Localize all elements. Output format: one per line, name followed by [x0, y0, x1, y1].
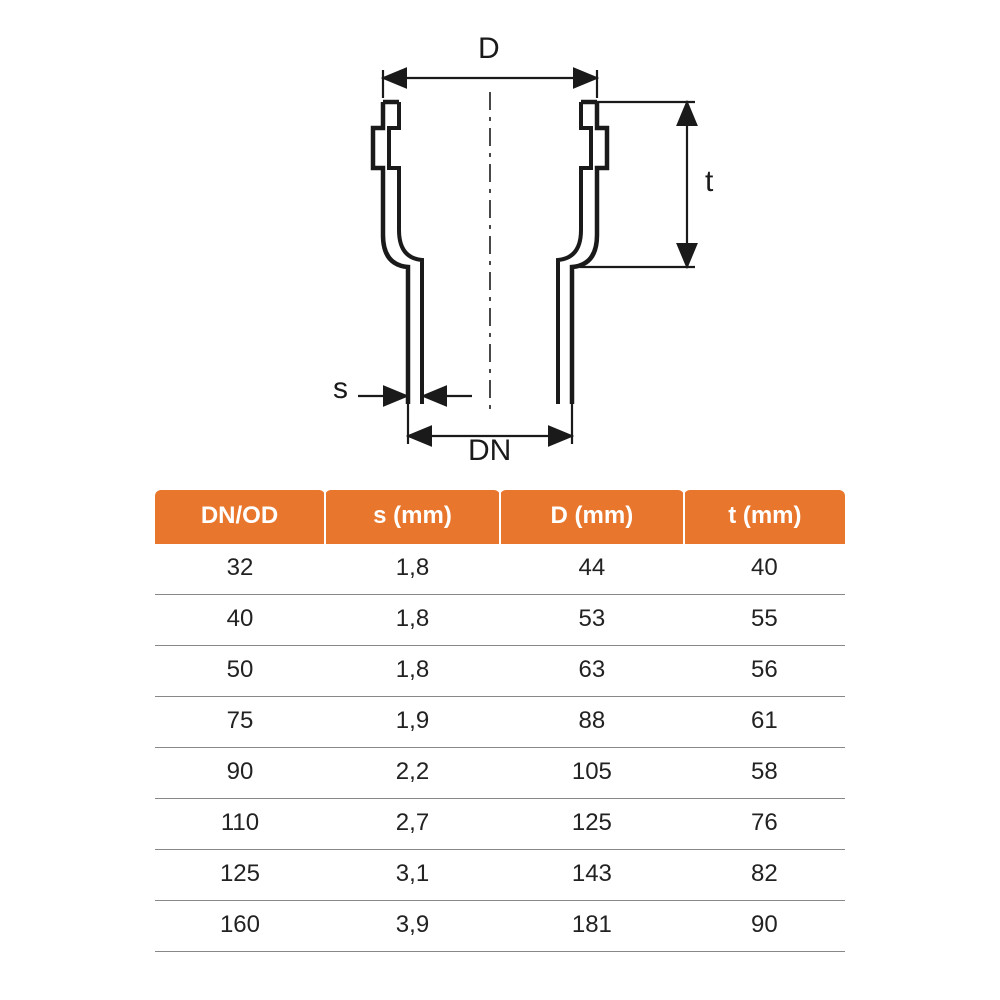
spec-table-header: DN/ODs (mm)D (mm)t (mm) — [155, 490, 845, 544]
table-row: 401,85355 — [155, 595, 845, 646]
table-cell: 1,8 — [325, 595, 500, 646]
table-cell: 125 — [155, 850, 325, 901]
table-cell: 58 — [684, 748, 845, 799]
dim-label-t: t — [705, 165, 713, 199]
table-cell: 1,9 — [325, 697, 500, 748]
table-header-cell: s (mm) — [325, 490, 500, 544]
table-row: 1603,918190 — [155, 901, 845, 952]
table-cell: 125 — [500, 799, 684, 850]
table-cell: 160 — [155, 901, 325, 952]
table-cell: 61 — [684, 697, 845, 748]
table-row: 1102,712576 — [155, 799, 845, 850]
table-header-cell: D (mm) — [500, 490, 684, 544]
table-cell: 90 — [684, 901, 845, 952]
table-cell: 2,7 — [325, 799, 500, 850]
table-cell: 76 — [684, 799, 845, 850]
dim-label-s: s — [333, 372, 348, 406]
dim-label-dn: DN — [468, 434, 511, 468]
table-cell: 82 — [684, 850, 845, 901]
table-cell: 32 — [155, 544, 325, 595]
technical-diagram: D t s DN — [150, 20, 850, 460]
spec-table: DN/ODs (mm)D (mm)t (mm) 321,84440401,853… — [155, 490, 845, 952]
table-row: 751,98861 — [155, 697, 845, 748]
table-cell: 143 — [500, 850, 684, 901]
table-row: 321,84440 — [155, 544, 845, 595]
dim-label-d: D — [478, 32, 500, 66]
table-cell: 105 — [500, 748, 684, 799]
table-cell: 53 — [500, 595, 684, 646]
table-cell: 56 — [684, 646, 845, 697]
pipe-drawing — [150, 20, 850, 460]
table-cell: 50 — [155, 646, 325, 697]
table-cell: 181 — [500, 901, 684, 952]
table-cell: 88 — [500, 697, 684, 748]
table-cell: 40 — [684, 544, 845, 595]
table-cell: 75 — [155, 697, 325, 748]
table-row: 501,86356 — [155, 646, 845, 697]
table-header-cell: t (mm) — [684, 490, 845, 544]
table-cell: 55 — [684, 595, 845, 646]
table-row: 902,210558 — [155, 748, 845, 799]
table-cell: 110 — [155, 799, 325, 850]
table-cell: 90 — [155, 748, 325, 799]
table-cell: 1,8 — [325, 646, 500, 697]
table-cell: 63 — [500, 646, 684, 697]
spec-table-body: 321,84440401,85355501,86356751,98861902,… — [155, 544, 845, 952]
table-cell: 40 — [155, 595, 325, 646]
table-cell: 1,8 — [325, 544, 500, 595]
table-cell: 2,2 — [325, 748, 500, 799]
table-header-cell: DN/OD — [155, 490, 325, 544]
table-cell: 3,1 — [325, 850, 500, 901]
table-cell: 44 — [500, 544, 684, 595]
table-row: 1253,114382 — [155, 850, 845, 901]
table-cell: 3,9 — [325, 901, 500, 952]
